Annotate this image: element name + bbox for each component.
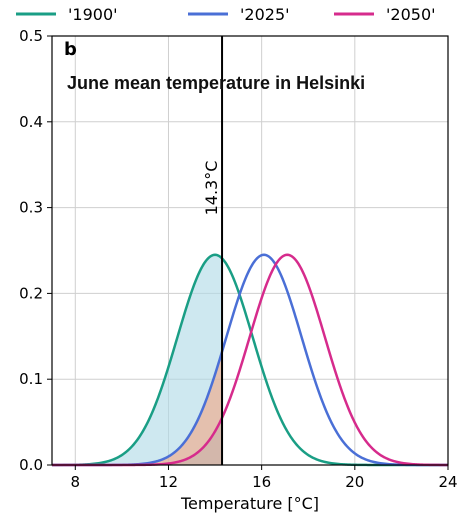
x-tick-label: 20 bbox=[345, 473, 364, 491]
y-tick-label: 0.0 bbox=[19, 456, 43, 474]
panel-letter: b bbox=[64, 39, 77, 60]
y-tick-label: 0.1 bbox=[19, 370, 43, 388]
y-tick-label: 0.5 bbox=[19, 27, 43, 45]
x-tick-label: 24 bbox=[438, 473, 457, 491]
chart-title: June mean temperature in Helsinki bbox=[67, 73, 365, 93]
legend: '1900' '2025' '2050' bbox=[16, 5, 436, 24]
x-axis-title: Temperature [°C] bbox=[180, 494, 319, 513]
x-tick-label: 8 bbox=[71, 473, 81, 491]
plot-border bbox=[51, 35, 449, 466]
fills bbox=[52, 254, 223, 465]
y-tick-label: 0.3 bbox=[19, 199, 43, 217]
threshold-label: 14.3°C bbox=[202, 161, 221, 216]
legend-label: '2025' bbox=[240, 5, 290, 24]
fill-below-threshold bbox=[52, 254, 223, 465]
ticks: 8 12 16 20 24 0.0 0.1 0.2 0.3 0.4 0.5 bbox=[19, 27, 457, 491]
y-tick-label: 0.4 bbox=[19, 113, 43, 131]
plot-frame bbox=[52, 36, 448, 465]
legend-label: '1900' bbox=[68, 5, 118, 24]
x-tick-label: 16 bbox=[252, 473, 271, 491]
fill-below-threshold bbox=[52, 417, 223, 465]
x-tick-label: 12 bbox=[159, 473, 178, 491]
y-tick-label: 0.2 bbox=[19, 284, 43, 302]
legend-label: '2050' bbox=[386, 5, 436, 24]
